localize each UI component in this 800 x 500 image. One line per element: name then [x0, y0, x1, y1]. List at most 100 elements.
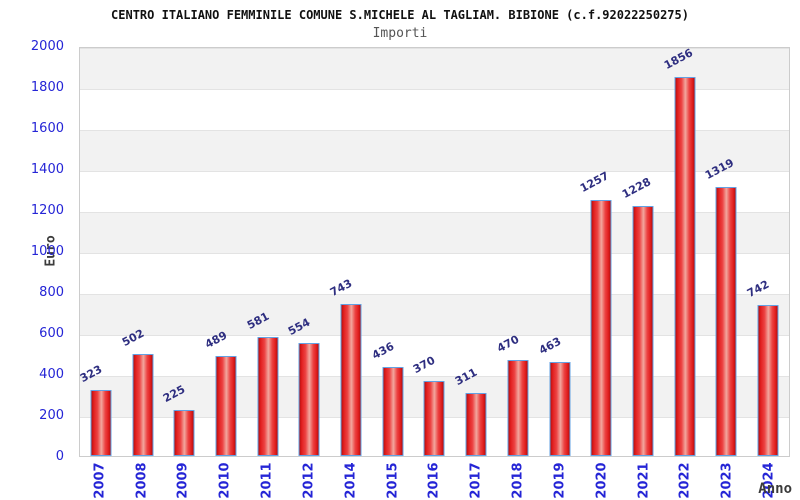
y-tick-label: 600: [39, 326, 64, 341]
y-tick-label: 1800: [30, 80, 64, 95]
bar-slot: 225: [161, 48, 205, 456]
bar-slot: 1856: [661, 46, 706, 456]
x-slot: 2007: [79, 460, 121, 500]
x-slot: 2019: [539, 460, 581, 500]
bar-slot: 742: [744, 48, 789, 456]
x-slot: 2010: [204, 460, 246, 500]
y-tick-label: 2000: [30, 39, 64, 54]
x-axis: 2007 2008 2009 2010 2011 2012 2014 2015 2016 2017…: [79, 460, 790, 500]
bar-2018: [507, 360, 529, 456]
y-tick-label: 400: [39, 367, 64, 382]
value-label-2023: 1319: [703, 156, 737, 182]
bar-slot: 1319: [703, 48, 748, 456]
value-label-2022: 1856: [661, 46, 695, 73]
x-slot: 2022: [665, 460, 707, 500]
x-tick-label-2018: 2018: [510, 461, 526, 499]
bar-slot: 581: [244, 48, 289, 456]
x-tick-label-2009: 2009: [176, 461, 192, 499]
bar-2017: [465, 392, 487, 456]
bar-slot: 370: [411, 48, 456, 456]
bar-2016: [423, 380, 445, 456]
bar-slot: 554: [286, 48, 331, 456]
x-tick-label-2011: 2011: [259, 461, 275, 499]
value-label-2018: 470: [494, 332, 522, 356]
chart-title: CENTRO ITALIANO FEMMINILE COMUNE S.MICHE…: [111, 8, 689, 22]
bar-2019: [549, 361, 571, 456]
x-tick-label-2008: 2008: [134, 461, 150, 499]
value-label-2008: 502: [119, 326, 146, 349]
x-slot: 2009: [163, 460, 205, 500]
x-tick-label-2015: 2015: [385, 461, 401, 499]
x-slot: 2011: [246, 460, 288, 500]
x-slot: 2014: [330, 460, 372, 500]
x-slot: 2012: [288, 460, 330, 500]
value-label-2017: 311: [453, 365, 480, 388]
y-tick-label: 1600: [30, 121, 64, 136]
bar-2020: [590, 199, 612, 456]
bar-2009: [173, 410, 195, 456]
x-axis-title-anno: Anno: [758, 481, 792, 497]
bar-slot: 502: [119, 48, 164, 456]
bar-2022: [674, 77, 696, 456]
x-slot: 2018: [497, 460, 539, 500]
x-tick-label-2020: 2020: [594, 461, 610, 499]
bar-slot: 1257: [578, 48, 622, 456]
bar-2008: [132, 353, 154, 456]
x-tick-label-2017: 2017: [468, 461, 484, 499]
value-label-2020: 1257: [578, 168, 612, 195]
value-label-2007: 323: [77, 362, 105, 386]
y-axis: 0 200 400 600 800 1000 1200 1400 1600 1800 2000: [0, 0, 70, 500]
x-slot: 2008: [121, 460, 163, 500]
bar-2007: [90, 390, 112, 456]
bar-slot: 743: [327, 48, 372, 456]
x-tick-label-2014: 2014: [343, 461, 359, 499]
value-label-2010: 489: [202, 328, 230, 352]
bar-2011: [257, 337, 279, 456]
bar-slot: 463: [536, 48, 581, 456]
x-tick-label-2019: 2019: [552, 461, 568, 499]
value-label-2024: 742: [744, 277, 772, 300]
plot-area: 323 502 225 489 581 554 743 436 370 311 470 463 1257…: [77, 46, 790, 457]
bar-2023: [715, 186, 737, 456]
x-tick-label-2021: 2021: [636, 461, 652, 499]
bar-2014: [340, 304, 362, 456]
value-label-2011: 581: [244, 310, 271, 333]
y-tick-label: 1400: [30, 162, 64, 177]
x-tick-label-2010: 2010: [217, 461, 233, 499]
value-label-2009: 225: [161, 382, 188, 406]
value-label-2016: 370: [411, 353, 438, 376]
x-tick-label-2007: 2007: [92, 461, 108, 499]
y-tick-label: 800: [39, 285, 64, 300]
x-slot: 2015: [372, 460, 414, 500]
x-slot: 2023: [706, 460, 748, 500]
value-label-2012: 554: [286, 315, 313, 338]
x-tick-label-2016: 2016: [427, 461, 443, 499]
x-slot: 2021: [623, 460, 665, 500]
value-label-2021: 1228: [619, 174, 654, 201]
bar-slot: 489: [202, 48, 247, 456]
x-slot: 2017: [455, 460, 497, 500]
bar-slot: 1228: [619, 48, 664, 456]
bar-slot: 311: [453, 48, 497, 456]
bar-2010: [215, 356, 237, 456]
x-tick-label-2022: 2022: [678, 461, 693, 499]
bar-2024: [757, 304, 779, 456]
bar-2012: [298, 342, 320, 456]
y-tick-label: 0: [55, 449, 64, 464]
x-tick-label-2023: 2023: [719, 461, 735, 499]
value-label-2014: 743: [327, 277, 355, 300]
y-tick-label: 1000: [30, 244, 64, 259]
y-tick-label: 200: [39, 408, 64, 423]
value-label-2019: 463: [536, 334, 563, 357]
chart-subtitle: Importi: [372, 26, 428, 41]
value-label-2015: 436: [369, 339, 397, 363]
x-slot: 2020: [581, 460, 623, 500]
bar-slot: 436: [369, 48, 414, 456]
x-slot: 2016: [414, 460, 456, 500]
bar-2015: [382, 367, 404, 456]
x-tick-label-2012: 2012: [301, 461, 317, 499]
y-tick-label: 1200: [30, 203, 64, 218]
bar-slot: 470: [494, 48, 539, 456]
bar-slot: 323: [77, 48, 122, 456]
bar-2021: [632, 205, 654, 456]
